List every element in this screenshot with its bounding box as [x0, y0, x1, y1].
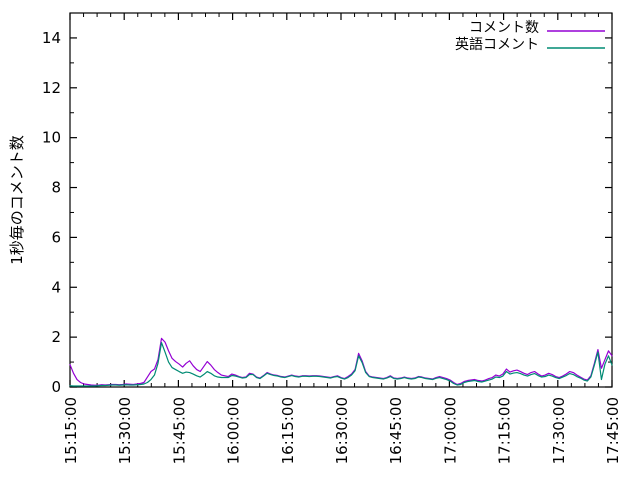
y-tick-label: 10	[42, 129, 61, 147]
plot-frame	[69, 12, 613, 388]
y-tick-label: 6	[51, 228, 61, 246]
legend-label-1: コメント数	[469, 20, 539, 36]
x-tick-label: 17:15:00	[496, 397, 514, 464]
x-tick-label: 17:00:00	[441, 397, 459, 464]
data-series-group	[69, 337, 613, 387]
y-tick-label: 12	[42, 79, 61, 97]
y-tick-label: 0	[51, 378, 61, 396]
x-tick-label: 17:45:00	[604, 397, 622, 464]
x-tick-label: 16:00:00	[225, 397, 243, 464]
x-tick-label: 15:15:00	[62, 397, 80, 464]
x-tick-label: 16:15:00	[279, 397, 297, 464]
x-axis-minor-ticks	[83, 13, 599, 387]
series-line-2	[69, 342, 613, 387]
y-axis-tick-labels: 0 2 4 6 8 10 12 14	[42, 29, 61, 396]
x-tick-label: 15:45:00	[170, 397, 188, 464]
y-tick-label: 8	[51, 179, 61, 197]
y-tick-label: 14	[42, 29, 61, 47]
x-tick-label: 16:45:00	[387, 397, 405, 464]
y-tick-label: 4	[51, 278, 61, 296]
x-tick-label: 16:30:00	[333, 397, 351, 464]
y-axis-label: 1秒毎のコメント数	[8, 135, 26, 265]
x-tick-label: 17:30:00	[550, 397, 568, 464]
y-axis-ticks	[70, 12, 612, 388]
legend-label-2: 英語コメント	[455, 36, 539, 53]
y-tick-label: 2	[51, 328, 61, 346]
x-tick-label: 15:30:00	[116, 397, 134, 464]
x-axis-tick-labels: 15:15:00 15:30:00 15:45:00 16:00:00 16:15:00…	[62, 397, 622, 464]
